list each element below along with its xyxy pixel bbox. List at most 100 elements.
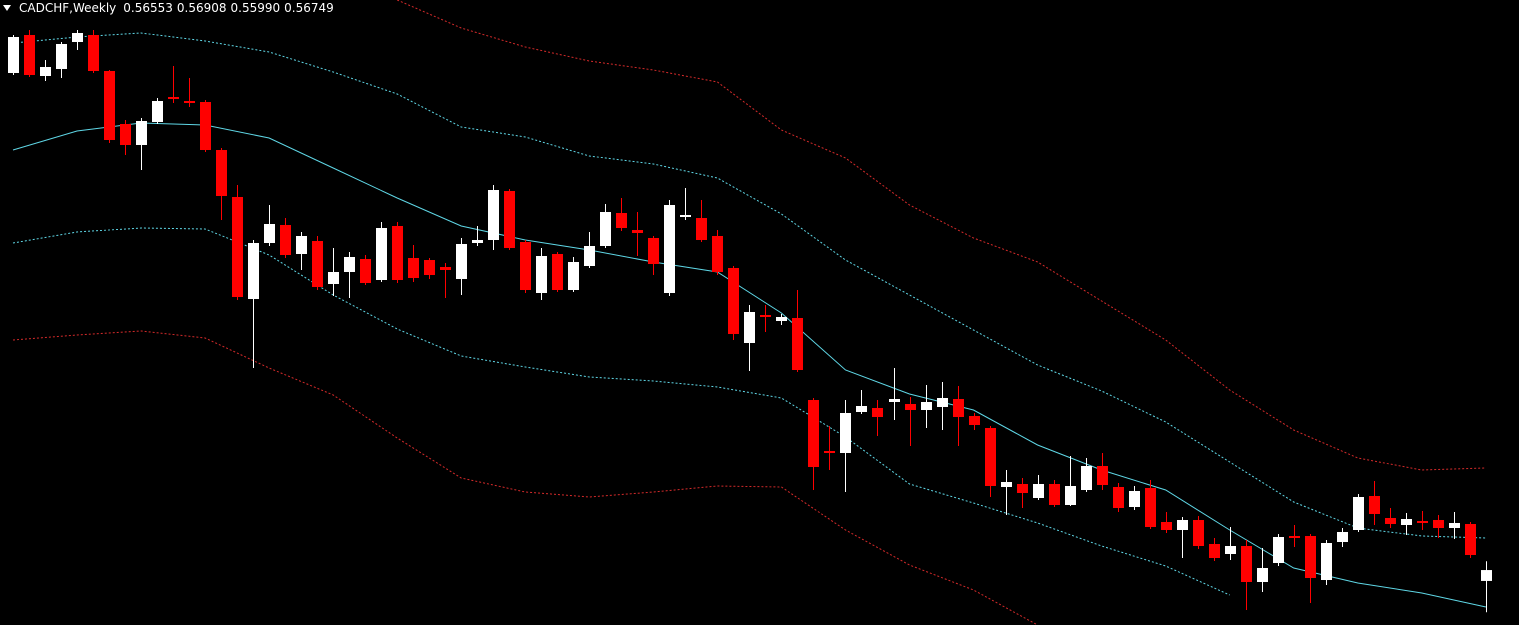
candle-body bbox=[72, 33, 83, 42]
candle-body bbox=[1289, 536, 1300, 538]
header-text: CADCHF,Weekly 0.56553 0.56908 0.55990 0.5674… bbox=[19, 1, 334, 15]
candle-body bbox=[1209, 544, 1220, 558]
candle-body bbox=[1081, 466, 1092, 490]
candle-body bbox=[392, 226, 403, 280]
candle-body bbox=[136, 121, 147, 145]
candle-body bbox=[1033, 484, 1044, 498]
band-line bbox=[396, 0, 1486, 471]
candle-body bbox=[840, 413, 851, 453]
candle-body bbox=[488, 190, 499, 240]
candle-body bbox=[872, 408, 883, 417]
candle-body bbox=[664, 205, 675, 293]
candle-body bbox=[536, 256, 547, 293]
candle-body bbox=[856, 406, 867, 412]
candle-body bbox=[985, 428, 996, 486]
candle-body bbox=[1417, 521, 1428, 523]
candle-body bbox=[472, 240, 483, 243]
band-line bbox=[12, 122, 1487, 608]
candle-body bbox=[1017, 484, 1028, 493]
candle-body bbox=[584, 246, 595, 266]
candle-body bbox=[792, 318, 803, 370]
symbol-label: CADCHF,Weekly bbox=[19, 1, 116, 15]
high-label: 0.56908 bbox=[177, 1, 227, 15]
candle-body bbox=[1401, 519, 1412, 525]
candle-body bbox=[200, 102, 211, 150]
candle-body bbox=[696, 218, 707, 240]
candle-body bbox=[1225, 546, 1236, 554]
candle-body bbox=[1049, 484, 1060, 505]
candle-body bbox=[8, 37, 19, 73]
candles bbox=[8, 30, 1492, 613]
candle-body bbox=[216, 150, 227, 196]
candle-body bbox=[632, 230, 643, 233]
candle-body bbox=[328, 272, 339, 284]
candle-body bbox=[248, 243, 259, 299]
candle-body bbox=[1369, 496, 1380, 514]
candle-body bbox=[1241, 546, 1252, 582]
candle-body bbox=[1337, 532, 1348, 542]
candle-body bbox=[120, 124, 131, 145]
candle-body bbox=[88, 35, 99, 71]
candle-body bbox=[1385, 518, 1396, 524]
bands bbox=[12, 0, 1487, 625]
candle-body bbox=[1177, 520, 1188, 530]
candle-body bbox=[808, 400, 819, 467]
candle-body bbox=[937, 398, 948, 407]
candle-body bbox=[744, 312, 755, 343]
candle-body bbox=[680, 215, 691, 217]
candle-body bbox=[1465, 524, 1476, 555]
candle-body bbox=[408, 258, 419, 278]
candle-body bbox=[520, 242, 531, 290]
candle-body bbox=[1305, 536, 1316, 578]
candle-body bbox=[168, 97, 179, 99]
candle-body bbox=[40, 67, 51, 76]
candle-body bbox=[280, 225, 291, 255]
candle-body bbox=[184, 101, 195, 103]
candle-body bbox=[1113, 487, 1124, 508]
open-label: 0.56553 bbox=[123, 1, 173, 15]
candle-body bbox=[344, 257, 355, 272]
candle-body bbox=[824, 451, 835, 453]
band-line bbox=[12, 227, 1230, 596]
candle-body bbox=[1449, 523, 1460, 528]
candle-body bbox=[1481, 570, 1492, 581]
header: CADCHF,Weekly 0.56553 0.56908 0.55990 0.5674… bbox=[3, 1, 334, 15]
candle-body bbox=[376, 228, 387, 280]
candle-body bbox=[905, 404, 916, 410]
candle-body bbox=[1129, 491, 1140, 507]
candle-body bbox=[456, 244, 467, 279]
candle-body bbox=[648, 238, 659, 264]
candle-body bbox=[1145, 488, 1156, 527]
candle-body bbox=[921, 402, 932, 410]
candle-body bbox=[152, 101, 163, 122]
candle-body bbox=[969, 416, 980, 425]
candle-body bbox=[600, 212, 611, 246]
candle-body bbox=[568, 262, 579, 290]
candle-body bbox=[1321, 543, 1332, 580]
candle-body bbox=[776, 317, 787, 321]
candle-body bbox=[712, 236, 723, 272]
candle-body bbox=[232, 197, 243, 297]
candle-body bbox=[296, 236, 307, 254]
candle-body bbox=[889, 399, 900, 402]
candle-body bbox=[1097, 466, 1108, 485]
band-line bbox=[12, 330, 1038, 625]
close-label: 0.56749 bbox=[284, 1, 334, 15]
menu-triangle[interactable] bbox=[3, 5, 11, 11]
candle-body bbox=[440, 267, 451, 270]
candle-body bbox=[1001, 482, 1012, 487]
candle-body bbox=[1257, 568, 1268, 582]
candle-body bbox=[760, 315, 771, 317]
candle-body bbox=[424, 260, 435, 275]
candle-body bbox=[1353, 497, 1364, 530]
candle-body bbox=[312, 241, 323, 287]
candle-body bbox=[1193, 520, 1204, 546]
candle-body bbox=[616, 213, 627, 228]
candle-body bbox=[728, 268, 739, 334]
candle-body bbox=[1065, 486, 1076, 505]
low-label: 0.55990 bbox=[231, 1, 281, 15]
candle-body bbox=[1433, 520, 1444, 528]
candle-body bbox=[953, 399, 964, 417]
